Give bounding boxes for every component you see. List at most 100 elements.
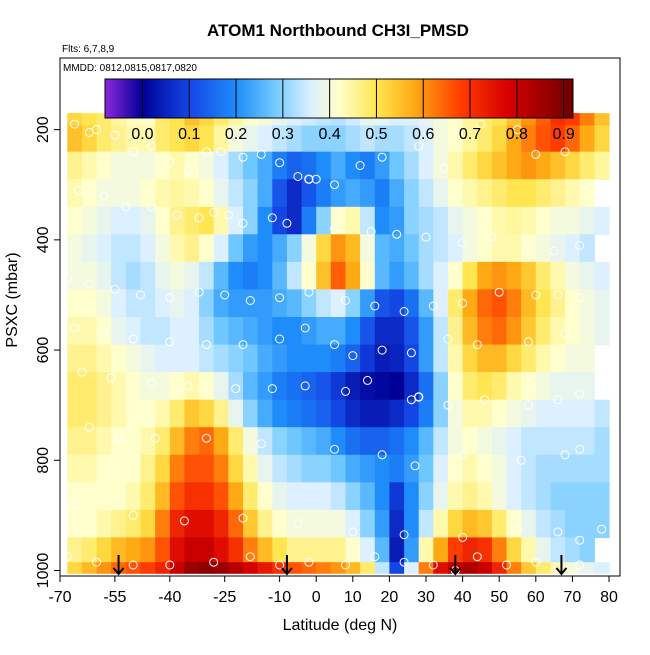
heat-cell <box>565 562 581 574</box>
heat-cell <box>491 427 508 456</box>
heat-cell <box>389 125 405 153</box>
flight-marker <box>110 284 120 294</box>
flight-marker <box>194 213 204 223</box>
flight-marker <box>70 499 80 509</box>
heat-cell <box>257 317 273 346</box>
heat-cell <box>330 399 346 428</box>
heat-cell <box>125 482 142 511</box>
heat-cell <box>96 317 112 346</box>
heat-cell <box>404 179 420 208</box>
heat-cell <box>213 261 229 291</box>
heat-cell <box>286 454 303 483</box>
heat-cell <box>96 289 112 318</box>
heat-cell <box>228 206 244 235</box>
flight-marker <box>216 147 226 157</box>
heat-cell <box>491 151 508 180</box>
heat-cell <box>565 317 581 346</box>
heat-cell <box>213 179 229 208</box>
heat-cell <box>184 482 200 511</box>
heat-cell <box>360 317 376 346</box>
heat-cell <box>565 151 581 180</box>
heat-cell <box>462 234 478 263</box>
heat-cell <box>184 537 200 563</box>
heat-cell <box>462 399 478 428</box>
heat-cell <box>448 509 464 539</box>
heat-cell <box>96 399 112 428</box>
heat-cell <box>389 454 405 483</box>
heat-cell <box>404 151 420 180</box>
heat-cell <box>404 206 420 235</box>
heat-cell <box>491 509 508 539</box>
heat-cell <box>462 317 478 346</box>
heat-cell <box>155 151 171 180</box>
flight-marker <box>304 557 314 567</box>
heat-cell <box>491 482 508 511</box>
heat-cell <box>462 289 478 318</box>
heat-cell <box>286 399 303 428</box>
heat-cell <box>418 234 434 263</box>
heat-cell <box>199 261 215 291</box>
heat-cell <box>155 399 171 428</box>
heat-cell <box>448 399 464 428</box>
heat-cell <box>155 206 171 235</box>
heat-cell <box>594 482 610 511</box>
x-tick-label: -70 <box>48 589 71 606</box>
heat-cell <box>169 562 185 574</box>
flight-marker <box>183 381 193 391</box>
flight-marker <box>165 337 175 347</box>
heat-cell <box>477 454 493 483</box>
heat-cell <box>125 289 142 318</box>
heat-cell <box>243 399 259 428</box>
heat-cell <box>579 344 595 373</box>
y-axis: 200 400 600 800 1000 <box>35 116 60 588</box>
heat-cell <box>272 427 288 456</box>
heat-cell <box>67 372 83 401</box>
heat-cell <box>243 234 259 263</box>
flight-marker <box>458 298 468 308</box>
heat-cell <box>360 482 376 511</box>
heat-cell <box>67 206 83 235</box>
heat-cell <box>506 234 522 263</box>
heat-cell <box>82 151 98 180</box>
flight-marker <box>121 202 131 212</box>
heat-cell <box>550 206 566 235</box>
heat-cell <box>286 317 303 346</box>
heat-cell <box>316 509 332 539</box>
heat-cell <box>579 509 595 539</box>
heat-cell <box>579 399 595 428</box>
flight-marker <box>575 293 585 303</box>
flight-marker <box>560 329 570 338</box>
heat-cell <box>418 399 434 428</box>
heat-cell <box>491 372 508 401</box>
heat-cell <box>111 372 127 401</box>
heat-cell <box>579 179 595 208</box>
flight-marker <box>341 386 350 396</box>
heat-cell <box>345 151 361 180</box>
heat-cell <box>404 317 420 346</box>
heat-cell <box>184 454 200 483</box>
heat-cell <box>345 289 361 318</box>
heat-cell <box>111 509 127 539</box>
heat-cell <box>67 399 83 428</box>
flight-marker <box>128 560 138 570</box>
colorbar-tick-label: 0.0 <box>131 126 153 143</box>
flight-marker <box>377 450 387 460</box>
heat-cell <box>433 234 449 263</box>
heat-cell <box>257 372 273 401</box>
flight-marker <box>597 524 607 534</box>
heat-cell <box>140 151 156 180</box>
heat-cell <box>360 344 376 373</box>
flight-marker <box>99 329 109 338</box>
heat-cell <box>272 179 288 208</box>
heat-cell <box>316 344 332 373</box>
flight-marker <box>201 147 211 157</box>
heat-cell <box>330 482 346 511</box>
heat-cell <box>506 372 522 401</box>
heat-cell <box>477 317 493 346</box>
heat-cell <box>462 151 478 180</box>
heat-cell <box>272 509 288 539</box>
heat-cell <box>155 125 171 153</box>
heat-cell <box>243 562 259 574</box>
heat-cell <box>67 289 83 318</box>
